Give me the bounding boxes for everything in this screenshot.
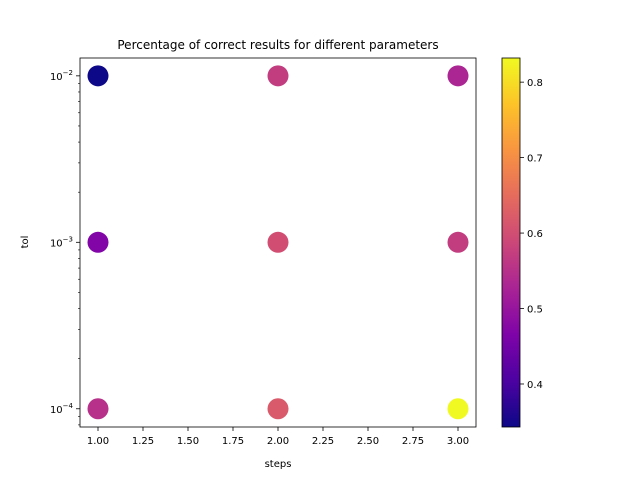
y-axis: 10−4 10−3 10−2: [50, 69, 80, 426]
scatter-point-5: [267, 231, 289, 253]
x-tick-label: 2.50: [357, 436, 379, 447]
scatter-point-2: [267, 65, 289, 87]
colorbar-tick-label: 0.4: [527, 380, 543, 391]
chart-title: Percentage of correct results for differ…: [117, 38, 438, 52]
x-tick-label: 2.75: [402, 436, 424, 447]
x-tick-label: 1.75: [222, 436, 244, 447]
x-tick-label: 2.25: [312, 436, 334, 447]
x-tick-label: 1.50: [177, 436, 199, 447]
y-tick-label: 10−2: [50, 69, 73, 83]
scatter-point-9: [447, 398, 469, 420]
scatter-marks: [87, 65, 469, 420]
colorbar: 0.4 0.5 0.6 0.7 0.8: [501, 57, 543, 428]
colorbar-gradient: [501, 57, 521, 428]
y-tick-label: 10−3: [50, 235, 73, 249]
colorbar-tick-label: 0.6: [527, 229, 543, 240]
colorbar-tick-label: 0.8: [527, 78, 543, 89]
x-tick-label: 1.25: [132, 436, 154, 447]
scatter-point-4: [87, 231, 109, 253]
colorbar-ticks: 0.4 0.5 0.6 0.7 0.8: [520, 78, 543, 391]
colorbar-tick-label: 0.5: [527, 305, 543, 316]
y-tick-label: 10−4: [50, 402, 74, 416]
scatter-point-6: [447, 231, 469, 253]
scatter-point-7: [87, 398, 109, 420]
x-axis-label: steps: [265, 459, 292, 470]
x-axis: 1.00 1.25 1.50 1.75 2.00 2.25 2.50 2.75 3.00: [87, 427, 469, 447]
x-tick-label: 2.00: [267, 436, 289, 447]
scatter-point-1: [87, 65, 109, 87]
y-axis-label: tol: [20, 236, 31, 249]
colorbar-tick-label: 0.7: [527, 154, 543, 165]
x-tick-label: 1.00: [87, 436, 109, 447]
scatter-point-3: [447, 65, 469, 87]
x-tick-label: 3.00: [447, 436, 469, 447]
scatter-point-8: [267, 398, 289, 420]
